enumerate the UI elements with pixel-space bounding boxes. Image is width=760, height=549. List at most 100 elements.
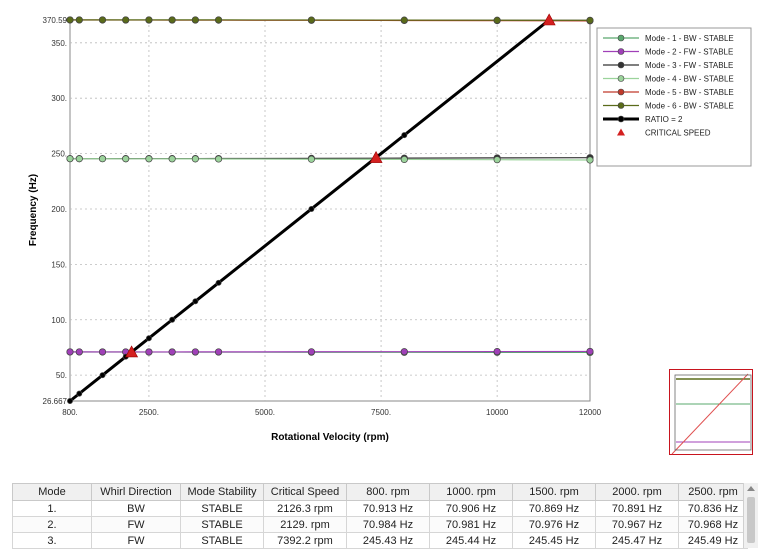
series-4-point bbox=[67, 155, 73, 161]
series-2-point bbox=[494, 348, 500, 354]
legend-marker bbox=[618, 49, 624, 55]
table-header-row: Mode Whirl Direction Mode Stability Crit… bbox=[13, 484, 748, 501]
cell-2500: 70.968 Hz bbox=[679, 517, 748, 533]
thumbnail-plot bbox=[670, 370, 754, 456]
scrollbar-thumb[interactable] bbox=[747, 497, 755, 543]
series-2-point bbox=[169, 349, 175, 355]
series-6-point bbox=[169, 17, 175, 23]
cell-mode: 3. bbox=[13, 533, 92, 549]
cell-800: 70.913 Hz bbox=[347, 501, 430, 517]
plot-area bbox=[70, 20, 590, 401]
legend-marker bbox=[618, 103, 624, 109]
cell-critical-speed: 7392.2 rpm bbox=[264, 533, 347, 549]
x-tick-label: 2500. bbox=[139, 408, 159, 417]
series-6-point bbox=[215, 17, 221, 23]
series-7-point bbox=[67, 398, 72, 403]
col-2000-rpm[interactable]: 2000. rpm bbox=[596, 484, 679, 501]
cell-1500: 70.976 Hz bbox=[513, 517, 596, 533]
series-2-point bbox=[67, 349, 73, 355]
series-2-point bbox=[192, 349, 198, 355]
y-tick-label: 150. bbox=[51, 260, 67, 269]
col-whirl-direction[interactable]: Whirl Direction bbox=[92, 484, 181, 501]
series-6-point bbox=[308, 17, 314, 23]
cell-mode: 1. bbox=[13, 501, 92, 517]
cell-critical-speed: 2126.3 rpm bbox=[264, 501, 347, 517]
cell-1500: 70.869 Hz bbox=[513, 501, 596, 517]
cell-800: 70.984 Hz bbox=[347, 517, 430, 533]
cell-1000: 70.981 Hz bbox=[430, 517, 513, 533]
col-critical-speed[interactable]: Critical Speed bbox=[264, 484, 347, 501]
series-6-point bbox=[99, 17, 105, 23]
series-2-point bbox=[587, 348, 593, 354]
x-tick-label: 7500. bbox=[371, 408, 391, 417]
cell-stability: STABLE bbox=[181, 533, 264, 549]
legend-label: Mode - 6 - BW - STABLE bbox=[645, 102, 734, 111]
series-6-point bbox=[67, 17, 73, 23]
cell-2000: 245.47 Hz bbox=[596, 533, 679, 549]
cell-2500: 70.836 Hz bbox=[679, 501, 748, 517]
y-tick-label: 250. bbox=[51, 150, 67, 159]
series-6-point bbox=[401, 17, 407, 23]
legend-marker bbox=[618, 62, 624, 68]
legend-marker bbox=[618, 76, 624, 82]
legend-label: Mode - 3 - FW - STABLE bbox=[645, 61, 733, 70]
legend-marker bbox=[618, 35, 624, 41]
legend-marker bbox=[618, 116, 624, 122]
series-4-point bbox=[401, 156, 407, 162]
cell-800: 245.43 Hz bbox=[347, 533, 430, 549]
y-tick-label: 26.667 bbox=[43, 397, 68, 406]
table-row[interactable]: 1. BW STABLE 2126.3 rpm 70.913 Hz 70.906… bbox=[13, 501, 748, 517]
series-4-point bbox=[99, 156, 105, 162]
series-6-point bbox=[494, 17, 500, 23]
series-2-point bbox=[215, 349, 221, 355]
cell-1500: 245.45 Hz bbox=[513, 533, 596, 549]
legend-label: RATIO = 2 bbox=[645, 115, 683, 124]
scroll-up-arrow-icon[interactable] bbox=[747, 486, 755, 491]
series-4-point bbox=[169, 156, 175, 162]
series-4-point bbox=[215, 156, 221, 162]
legend-label: Mode - 4 - BW - STABLE bbox=[645, 75, 734, 84]
series-2-point bbox=[308, 349, 314, 355]
table-vertical-scrollbar[interactable] bbox=[743, 483, 758, 548]
series-6-point bbox=[146, 17, 152, 23]
series-4-point bbox=[146, 156, 152, 162]
legend-marker bbox=[618, 89, 624, 95]
col-2500-rpm[interactable]: 2500. rpm bbox=[679, 484, 748, 501]
y-tick-label: 100. bbox=[51, 316, 67, 325]
cell-whirl: BW bbox=[92, 501, 181, 517]
col-1000-rpm[interactable]: 1000. rpm bbox=[430, 484, 513, 501]
series-2-point bbox=[76, 349, 82, 355]
table-row[interactable]: 3. FW STABLE 7392.2 rpm 245.43 Hz 245.44… bbox=[13, 533, 748, 549]
y-axis-label: Frequency (Hz) bbox=[28, 174, 39, 246]
col-mode-stability[interactable]: Mode Stability bbox=[181, 484, 264, 501]
table-row[interactable]: 2. FW STABLE 2129. rpm 70.984 Hz 70.981 … bbox=[13, 517, 748, 533]
col-1500-rpm[interactable]: 1500. rpm bbox=[513, 484, 596, 501]
cell-2500: 245.49 Hz bbox=[679, 533, 748, 549]
cell-1000: 70.906 Hz bbox=[430, 501, 513, 517]
series-7-point bbox=[77, 391, 82, 396]
chart-overview-thumbnail[interactable] bbox=[669, 369, 753, 455]
x-tick-label: 5000. bbox=[255, 408, 275, 417]
series-4-point bbox=[308, 156, 314, 162]
series-6-point bbox=[192, 17, 198, 23]
series-7-point bbox=[402, 133, 407, 138]
x-axis-label: Rotational Velocity (rpm) bbox=[271, 432, 389, 443]
y-tick-label: 350. bbox=[51, 39, 67, 48]
cell-critical-speed: 2129. rpm bbox=[264, 517, 347, 533]
col-800-rpm[interactable]: 800. rpm bbox=[347, 484, 430, 501]
cell-stability: STABLE bbox=[181, 517, 264, 533]
cell-whirl: FW bbox=[92, 517, 181, 533]
y-tick-label: 370.59 bbox=[43, 16, 68, 25]
x-tick-label: 800. bbox=[62, 408, 78, 417]
series-6-point bbox=[123, 17, 129, 23]
critical-speed-table: Mode Whirl Direction Mode Stability Crit… bbox=[12, 483, 748, 549]
series-7-point bbox=[216, 280, 221, 285]
series-7-point bbox=[309, 206, 314, 211]
cell-1000: 245.44 Hz bbox=[430, 533, 513, 549]
series-4-point bbox=[192, 156, 198, 162]
x-tick-label: 12000 bbox=[579, 408, 602, 417]
series-6-point bbox=[587, 17, 593, 23]
col-mode[interactable]: Mode bbox=[13, 484, 92, 501]
